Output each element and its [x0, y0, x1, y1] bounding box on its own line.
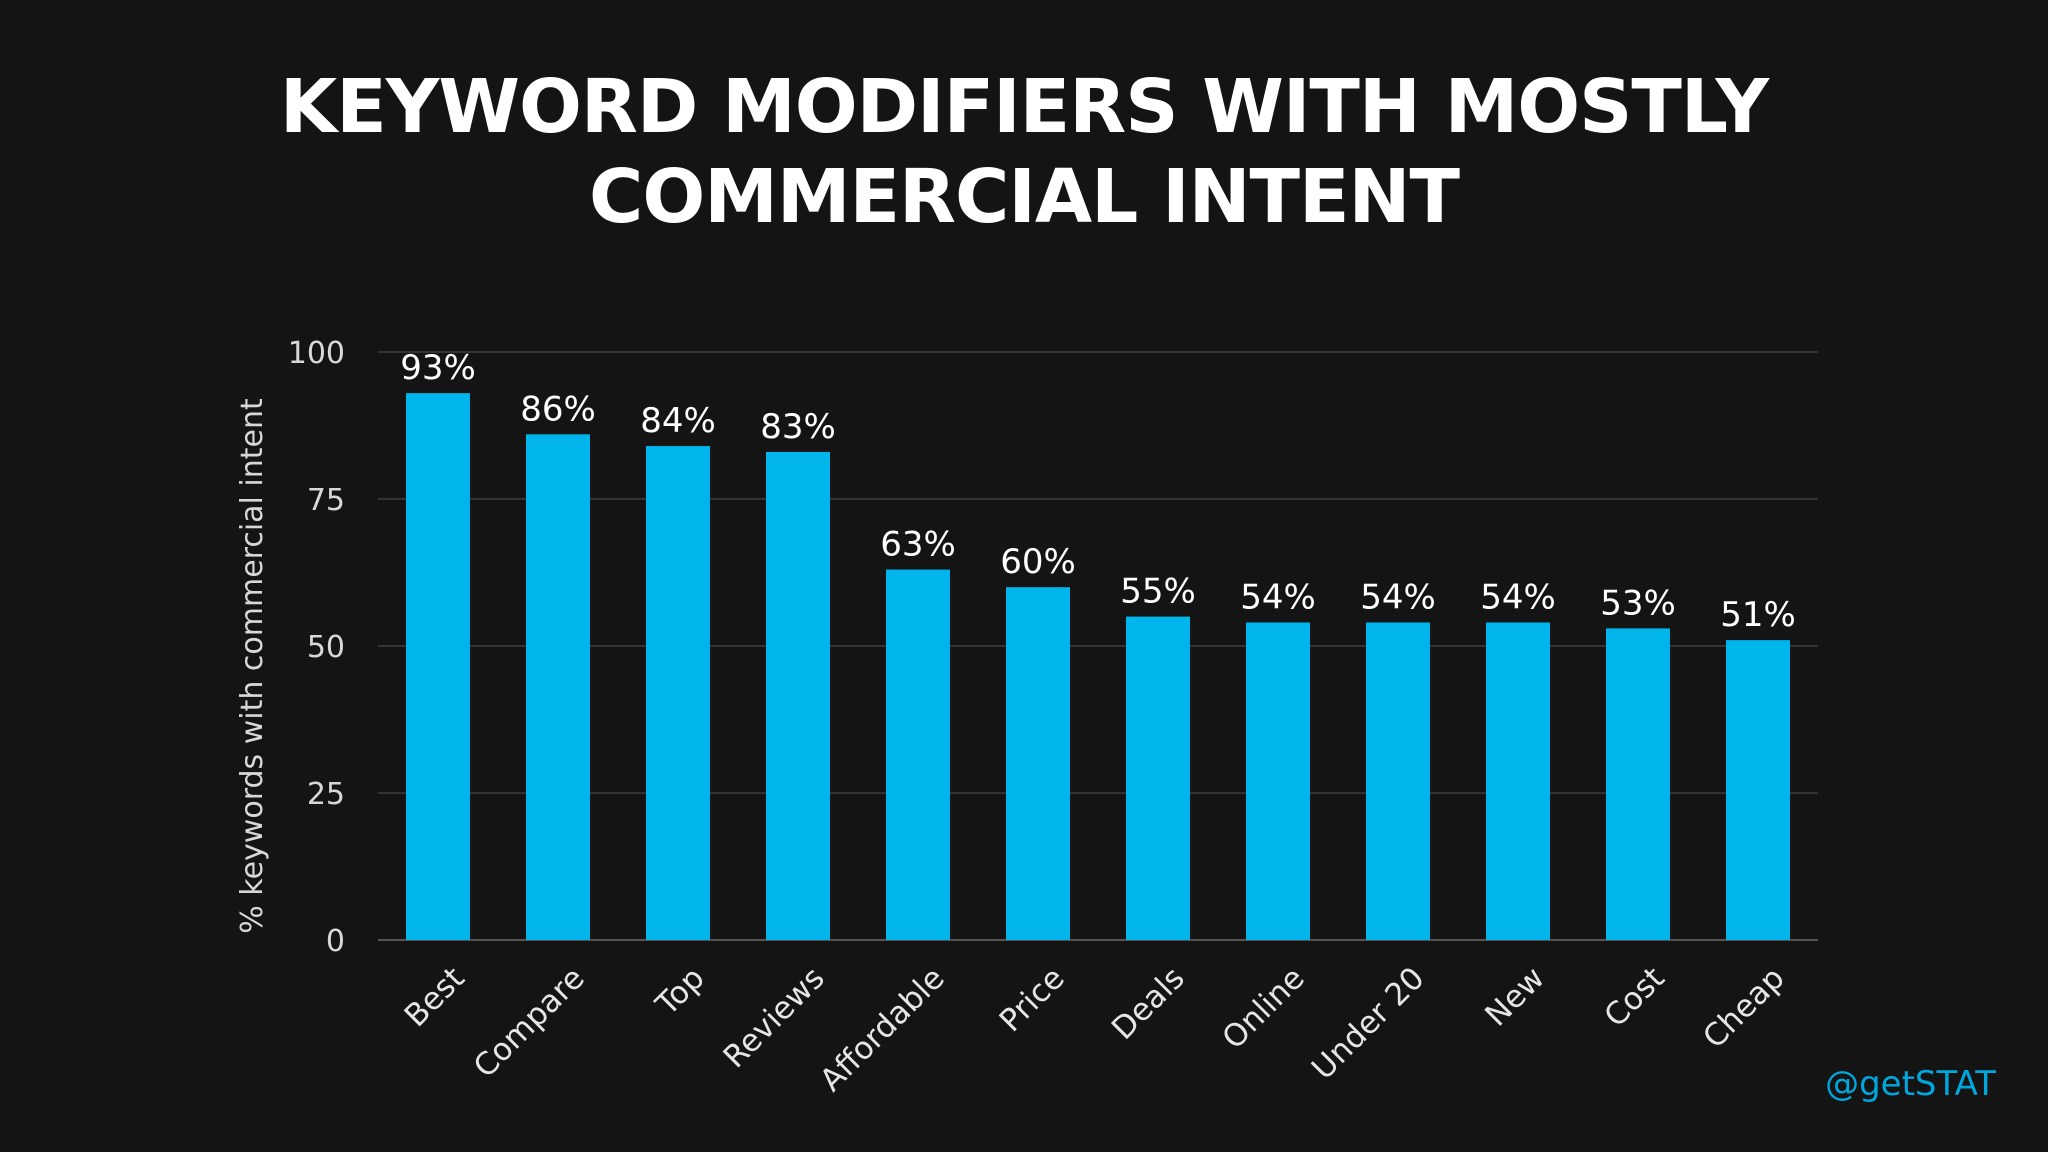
y-tick-label: 50	[307, 630, 345, 665]
data-label: 84%	[640, 401, 716, 441]
chart-title: KEYWORD MODIFIERS WITH MOSTLY COMMERCIAL…	[0, 62, 2048, 242]
chart-title-line-2: COMMERCIAL INTENT	[589, 154, 1460, 240]
bar	[406, 393, 470, 940]
data-label: 54%	[1480, 577, 1556, 617]
x-tick-label: Deals	[1105, 960, 1192, 1047]
y-tick-label: 25	[307, 777, 345, 812]
chart-title-line-1: KEYWORD MODIFIERS WITH MOSTLY	[279, 64, 1769, 150]
x-tick-label: Under 20	[1305, 960, 1432, 1087]
data-label: 54%	[1360, 577, 1436, 617]
data-label: 51%	[1720, 595, 1796, 635]
y-tick-label: 0	[326, 924, 345, 959]
y-tick-label: 100	[288, 336, 345, 371]
y-axis-label: % keywords with commercial intent	[235, 398, 270, 934]
data-label: 60%	[1000, 542, 1076, 582]
x-tick-label: Cost	[1597, 960, 1671, 1034]
x-tick-label: Reviews	[717, 960, 832, 1075]
y-axis-ticks: 0 25 50 75 100	[288, 336, 345, 959]
x-tick-label: Price	[993, 960, 1072, 1039]
x-tick-label: New	[1478, 960, 1551, 1033]
watermark-handle: @getSTAT	[1825, 1064, 1996, 1104]
x-tick-label: Compare	[467, 960, 592, 1085]
data-labels: 93% 86% 84% 83% 63% 60% 55% 54% 54% 54% 53% 51%	[400, 348, 1796, 635]
data-label: 63%	[880, 525, 956, 565]
bar	[526, 434, 590, 940]
bar	[1006, 587, 1070, 940]
bar	[1726, 640, 1790, 940]
bar	[1606, 628, 1670, 940]
x-tick-label: Online	[1215, 960, 1311, 1056]
data-label: 83%	[760, 407, 836, 447]
bars	[406, 393, 1790, 940]
bar	[886, 569, 950, 940]
bar	[1126, 616, 1190, 940]
x-tick-label: Top	[649, 960, 712, 1023]
bar	[1246, 622, 1310, 940]
data-label: 53%	[1600, 583, 1676, 623]
gridlines	[378, 351, 1818, 941]
data-label: 55%	[1120, 572, 1196, 612]
data-label: 86%	[520, 389, 596, 429]
x-tick-label: Cheap	[1696, 960, 1791, 1055]
bar	[1486, 622, 1550, 940]
x-tick-label: Best	[398, 960, 472, 1034]
y-tick-label: 75	[307, 483, 345, 518]
x-tick-label: Affordable	[813, 960, 951, 1098]
bar	[1366, 622, 1430, 940]
data-label: 54%	[1240, 577, 1316, 617]
bar	[766, 451, 830, 940]
data-label: 93%	[400, 348, 476, 388]
bar	[646, 446, 710, 940]
